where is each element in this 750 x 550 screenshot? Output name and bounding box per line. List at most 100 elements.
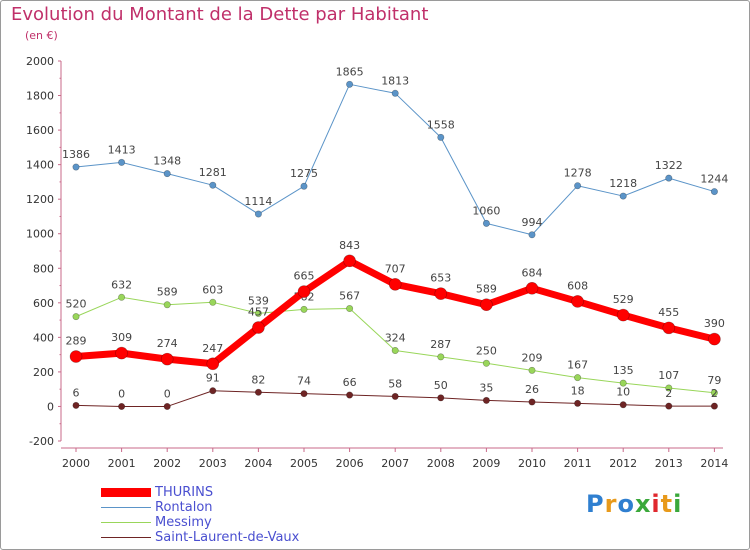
data-point-saint-laurent-de-vaux <box>482 396 490 404</box>
legend-item: THURINS <box>101 485 299 500</box>
data-label-saint-laurent-de-vaux: 10 <box>616 386 630 399</box>
data-point-saint-laurent-de-vaux <box>574 399 582 407</box>
data-point-messimy <box>163 301 171 309</box>
data-label-messimy: 167 <box>567 359 588 372</box>
data-point-messimy <box>437 353 445 361</box>
data-label-saint-laurent-de-vaux: 66 <box>343 376 357 389</box>
x-tick-label: 2006 <box>336 457 364 470</box>
data-label-rontalon: 1558 <box>427 118 455 131</box>
data-label-rontalon: 1813 <box>381 74 409 87</box>
data-label-saint-laurent-de-vaux: 74 <box>297 375 311 388</box>
data-point-rontalon <box>528 231 536 239</box>
x-tick-label: 2002 <box>153 457 181 470</box>
x-tick-label: 2008 <box>427 457 455 470</box>
y-tick-label: -200 <box>29 435 54 448</box>
data-point-thurins <box>252 321 265 334</box>
data-label-rontalon: 1275 <box>290 167 318 180</box>
x-tick-label: 2014 <box>700 457 728 470</box>
y-tick-label: 800 <box>33 262 54 275</box>
data-point-saint-laurent-de-vaux <box>163 402 171 410</box>
legend-swatch <box>101 488 151 497</box>
x-tick-label: 2007 <box>381 457 409 470</box>
x-tick-label: 2005 <box>290 457 318 470</box>
data-point-thurins <box>480 298 493 312</box>
legend-swatch <box>101 507 151 508</box>
data-point-saint-laurent-de-vaux <box>710 402 718 410</box>
data-label-thurins: 289 <box>66 335 87 348</box>
data-point-thurins <box>708 332 721 346</box>
data-point-rontalon <box>163 170 171 178</box>
data-label-messimy: 567 <box>339 290 360 303</box>
data-point-saint-laurent-de-vaux <box>391 392 399 400</box>
x-tick-label: 2010 <box>518 457 546 470</box>
data-point-rontalon <box>574 182 582 190</box>
y-tick-label: 1200 <box>26 193 54 206</box>
data-point-rontalon <box>300 182 308 190</box>
logo-letter: i <box>651 490 661 518</box>
data-label-saint-laurent-de-vaux: 2 <box>711 387 718 400</box>
y-tick-label: 0 <box>47 400 54 413</box>
data-point-thurins <box>662 321 676 335</box>
data-point-messimy <box>346 305 354 313</box>
data-label-saint-laurent-de-vaux: 58 <box>388 377 402 390</box>
data-label-thurins: 843 <box>339 239 360 252</box>
data-point-saint-laurent-de-vaux <box>619 401 627 409</box>
y-tick-label: 1600 <box>26 124 54 137</box>
data-point-thurins <box>206 357 220 371</box>
y-tick-label: 400 <box>33 331 54 344</box>
data-point-messimy <box>528 366 536 374</box>
data-point-thurins <box>160 352 174 366</box>
data-label-saint-laurent-de-vaux: 6 <box>73 386 80 399</box>
y-tick-label: 1800 <box>26 90 54 103</box>
data-point-rontalon <box>118 158 126 166</box>
data-label-thurins: 390 <box>704 317 725 330</box>
data-label-rontalon: 1278 <box>564 167 592 180</box>
data-point-rontalon <box>346 80 354 88</box>
data-label-saint-laurent-de-vaux: 18 <box>571 384 585 397</box>
data-point-rontalon <box>437 133 445 141</box>
data-label-messimy: 520 <box>66 298 87 311</box>
data-label-messimy: 79 <box>707 374 721 387</box>
data-label-messimy: 209 <box>522 351 543 364</box>
data-point-rontalon <box>254 210 262 218</box>
data-point-thurins <box>571 295 584 308</box>
x-tick-label: 2001 <box>108 457 136 470</box>
data-label-saint-laurent-de-vaux: 50 <box>434 379 448 392</box>
chart-subtitle: (en €) <box>25 29 58 42</box>
legend-label: THURINS <box>155 485 214 500</box>
legend-label: Messimy <box>155 515 212 530</box>
data-label-thurins: 665 <box>294 270 315 283</box>
data-label-thurins: 707 <box>385 262 406 275</box>
data-label-rontalon: 1114 <box>244 195 272 208</box>
y-tick-label: 200 <box>33 366 54 379</box>
data-label-saint-laurent-de-vaux: 26 <box>525 383 539 396</box>
data-label-rontalon: 1060 <box>472 204 500 217</box>
data-point-thurins <box>388 278 402 291</box>
data-label-messimy: 250 <box>476 344 497 357</box>
data-label-saint-laurent-de-vaux: 0 <box>164 387 171 400</box>
data-label-messimy: 135 <box>613 364 634 377</box>
data-point-saint-laurent-de-vaux <box>254 388 262 396</box>
legend-item: Rontalon <box>101 500 299 515</box>
logo-letter: t <box>660 490 674 518</box>
proxiti-logo: Proxiti <box>586 490 682 518</box>
data-point-saint-laurent-de-vaux <box>209 387 217 395</box>
y-tick-label: 600 <box>33 297 54 310</box>
chart-title: Evolution du Montant de la Dette par Hab… <box>11 4 429 25</box>
data-label-saint-laurent-de-vaux: 2 <box>665 387 672 400</box>
logo-letter: i <box>673 490 683 518</box>
data-label-thurins: 653 <box>430 272 451 285</box>
logo-letter: r <box>604 490 618 518</box>
data-point-rontalon <box>72 163 80 171</box>
x-tick-label: 2003 <box>199 457 227 470</box>
data-label-rontalon: 1348 <box>153 155 181 168</box>
legend-label: Rontalon <box>155 500 213 515</box>
data-label-thurins: 455 <box>658 306 679 319</box>
data-point-thurins <box>297 285 311 298</box>
data-point-saint-laurent-de-vaux <box>346 391 354 399</box>
data-point-messimy <box>710 389 718 397</box>
data-point-thurins <box>115 346 128 360</box>
data-label-thurins: 247 <box>202 342 223 355</box>
